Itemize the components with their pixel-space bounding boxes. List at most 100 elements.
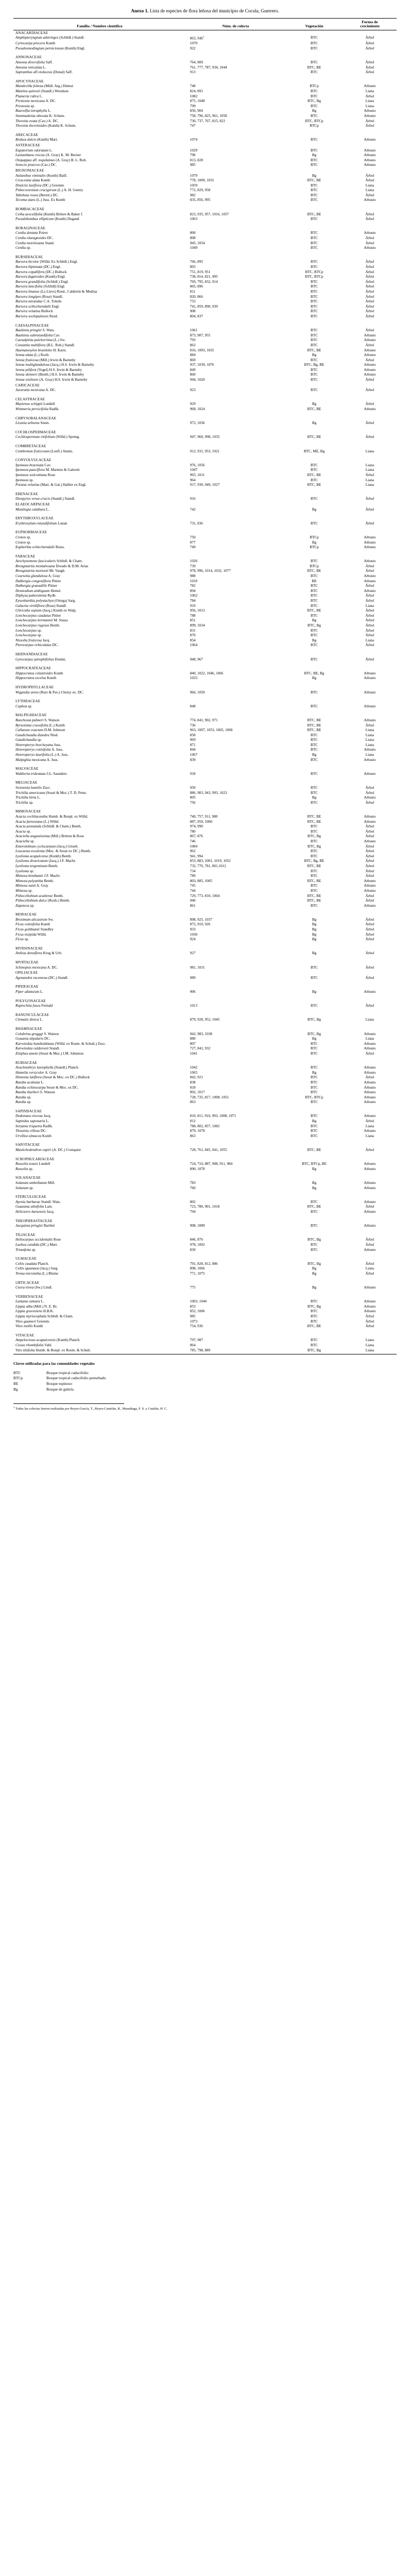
vegetation-cell: BTC [311,603,318,608]
species-name-cell: Croton sp. [13,535,186,540]
growth-form-cell: Arbusto [364,815,376,819]
vegetation-cell: Bg [312,1271,317,1276]
family-row: VERBENACEAE [13,1294,397,1300]
family-row: OPILIACEAE [13,970,397,976]
species-epithet: Gouania stipularis [15,1037,44,1041]
species-row: Senecio praecox (Cav.) DC. 985 BTC Arbusto [13,163,397,168]
species-authority: (Jacq.) Griseb. [56,844,79,849]
growth-form-cell: Arbusto [364,1070,376,1075]
species-row: Senna skinneri (Benth.) H.S. Irwin & Bam… [13,372,397,378]
species-row: Amphipteryngium adstringes (Schltdl.) St… [13,36,397,41]
species-name-cell: Maytenus schippii Lundell [13,402,186,407]
species-row: Randia sp. 728, 735, 817, 1008, 1051 BTC, … [13,1095,397,1100]
collection-number: 864 [190,1343,196,1348]
species-epithet: Bursera linanoe [15,289,40,294]
species-epithet: Acaciella angustissima [15,834,50,839]
collection-number-cell: 974, 990 [186,824,285,829]
growth-form-cell: Árbol [365,965,374,970]
species-name-cell: Wimmeria persicifolia Radlk. [13,407,186,412]
collection-number: 766, 895 [190,260,203,264]
growth-form-cell: Árbol [365,173,374,178]
species-row: Ipomoea wolcottiana Rose 965, 1011 BTC, BE… [13,473,397,478]
species-row: Bursera mirandae C.A. Toledo 753 BTC Árbol [13,299,397,304]
family-row: RANUNCULACEAE [13,1012,397,1018]
collection-number: 966, 1050 [190,690,205,694]
collection-number-cell: 769, 795, 832, 914 [186,280,285,285]
collection-number: 775 [190,1285,196,1290]
vegetation-cell: BTC [311,478,318,482]
collection-number-cell: 863, 9461 [186,36,285,41]
species-name-cell: Russelia sp. [13,1167,186,1172]
species-epithet: Mimosa [15,888,28,893]
species-row: Muntingia calabura L. 742 Bg Árbol [13,507,397,512]
species-epithet: Crescentia alata [15,178,40,183]
species-name-cell: Trichilia sp. [13,801,186,806]
family-label: STERCULIACEAE [15,1195,46,1199]
collection-number-cell: 908 [186,309,285,314]
vegetation-cell: Bg [312,951,317,956]
collection-number: 738, 814, 821, 905 [190,275,218,279]
growth-form-cell: Árbol [365,193,374,197]
species-epithet: Tecoma stans [15,198,36,202]
collection-number: 771, 1075 [190,1271,205,1276]
collection-number-cell: 962 [186,849,285,854]
species-epithet: Bursera lancifolia [15,284,43,289]
growth-form-cell: Liana [365,728,374,733]
family-row: CHRYSOBALANACEAE [13,415,397,421]
species-epithet: Ipomoea [15,478,29,482]
growth-form-cell: Árbol [365,269,374,274]
column-header-vegetation: Vegetación [285,19,343,30]
collection-number: 978, 1002 [190,1242,205,1247]
collection-number: 804, 837 [190,314,203,318]
collection-number-cell: 864 [186,1343,285,1348]
species-authority: (DC.) Standl. [47,975,69,980]
species-name-cell: Hintonia latiflora (Sessé & Moc. ex DC.)… [13,1075,186,1080]
species-row: Cyrtocarpa procera Kunth 1070 BTC Árbol [13,41,397,46]
vegetation-cell: BTC [311,594,318,598]
collection-number-cell: 772, 829, 958 [186,188,285,193]
vegetation-cell: Bg [312,917,317,922]
species-authority: (La Llave) Rzed., Calderón & Medina [39,289,97,294]
table-spacer-row [13,1139,397,1142]
vegetation-cell: BTC [311,884,318,888]
species-name-cell: Heliocarpus occidentalis Rose [13,1238,186,1243]
growth-form-cell: Árbol [365,46,374,50]
species-row: Cordia sp. 1049 BTC Arbusto [13,246,397,251]
species-authority: (Jacq.) Kunth ex Walp. [41,608,77,613]
species-authority: L. [40,1299,44,1304]
species-authority: Jacq. [42,1114,52,1118]
collection-number: 805 [190,795,196,800]
growth-form-cell: Arbusto [364,903,376,908]
species-name-cell: Bunchosia palmeri S. Watson [13,718,186,723]
collection-number-cell: 788 [186,614,285,619]
species-authority: Kunth [32,1324,43,1329]
growth-form-cell: Árbol [365,275,374,279]
family-label: OPILIACEAE [15,971,38,975]
species-epithet: Ficus cotinifolia [15,922,40,927]
species-authority: Pittier [50,613,61,618]
species-row: Trichilia sp. 756 BTC Árbol [13,801,397,806]
collection-number: 840, 1022, 1046, 1066 [190,671,224,675]
species-epithet: Bursera bicolor [15,260,39,264]
species-epithet: Senna skinneri [15,372,38,377]
species-row: Callaeum coactum D.M. Johnson 963, 1007, … [13,728,397,733]
growth-form-cell: Árbol [365,304,374,309]
collection-number: 893 [190,265,196,269]
family-name: MIMOSACEAE [13,809,397,815]
vegetation-cell: BTCp [310,545,319,550]
species-authority: Standley [39,927,54,932]
collection-number: 875, 1048 [190,99,205,104]
collection-number: 880 [190,1037,196,1041]
vegetation-cell: BTC, BE [307,1148,321,1153]
growth-form-cell: Arbusto [364,579,376,583]
growth-form-cell: Árbol [365,869,374,873]
collection-number: 879, 1078 [190,1129,205,1133]
species-row: Gouania stipularis DC. 880 Bg Liana [13,1037,397,1042]
collection-number: 835, 856, 995 [190,198,211,202]
family-label: CAESALPINACEAE [15,323,49,328]
collection-number: 863, 946 [190,36,203,41]
collection-number: 861 [190,903,196,908]
species-epithet: Thevetia ovata [15,118,38,123]
collection-number-cell: 748 [186,84,285,89]
species-row: Trema micrantha (L.) Blume 771, 1075 Bg Árb… [13,1272,397,1277]
